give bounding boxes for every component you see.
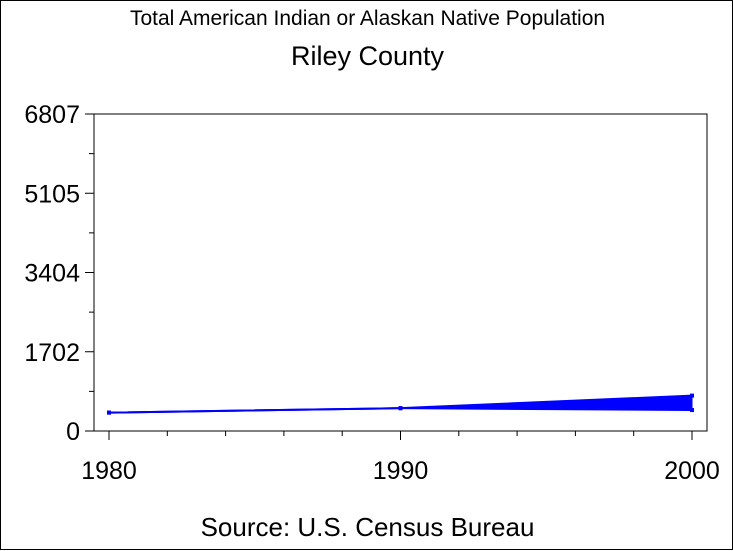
data-point — [690, 408, 694, 413]
chart-subtitle: Riley County — [290, 41, 445, 71]
y-tick-label: 6807 — [24, 101, 80, 129]
chart-title: Total American Indian or Alaskan Native … — [129, 7, 606, 30]
source-note: Source: U.S. Census Bureau — [200, 512, 535, 542]
y-tick-label: 1702 — [24, 339, 80, 367]
data-point — [107, 410, 111, 415]
y-tick-label: 3404 — [24, 260, 80, 288]
data-point — [398, 406, 403, 411]
x-tick-label: 1990 — [373, 457, 429, 485]
plot-area-frame — [93, 113, 708, 432]
y-tick-label: 0 — [66, 418, 80, 446]
x-tick-label: 1980 — [81, 457, 137, 485]
data-point — [690, 393, 694, 398]
y-tick-label: 5105 — [24, 180, 80, 208]
x-tick-label: 2000 — [664, 457, 720, 485]
